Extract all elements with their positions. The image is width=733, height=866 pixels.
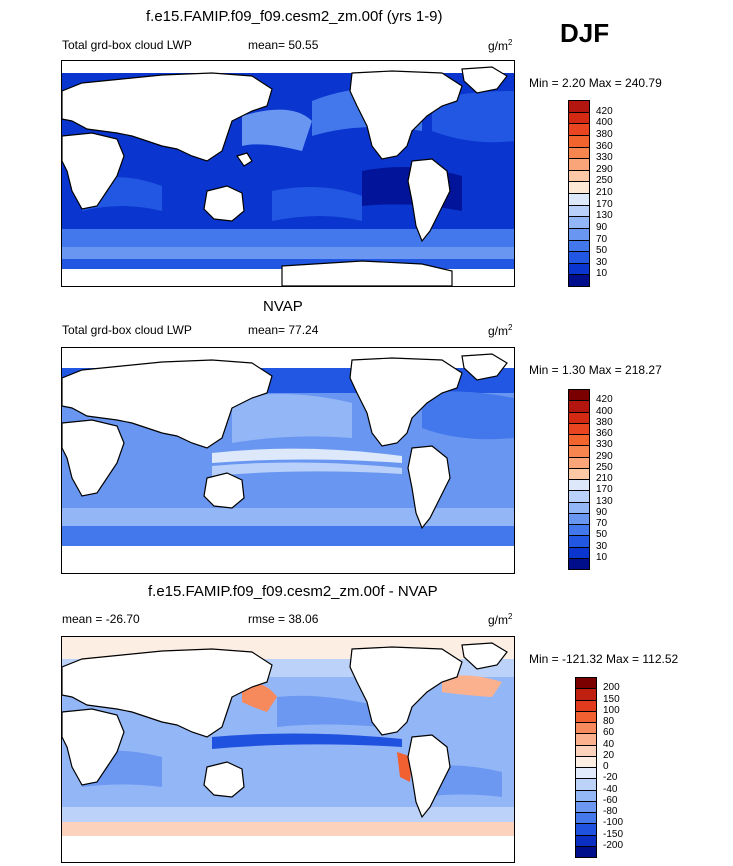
season-label: DJF (560, 18, 610, 48)
panel2-minmax: Min = 1.30 Max = 218.27 (529, 363, 662, 377)
colorbar-tick-label: 90 (596, 506, 608, 518)
colorbar-tick-label: 380 (596, 416, 613, 428)
panel2-title: NVAP (263, 298, 303, 315)
colorbar-tick-label: 400 (596, 117, 613, 129)
colorbar-cell (568, 557, 590, 570)
colorbar-tick-label: 20 (603, 749, 615, 761)
colorbar-tick-label: 130 (596, 210, 613, 222)
colorbar-tick-label: 40 (603, 738, 615, 750)
colorbar-tick-label: 80 (603, 716, 615, 727)
colorbar-tick-label: 70 (596, 233, 608, 245)
panel1-minmax: Min = 2.20 Max = 240.79 (529, 76, 662, 90)
panel1-title: f.e15.FAMIP.f09_f09.cesm2_zm.00f (yrs 1-… (146, 8, 443, 25)
colorbar-tick-label: -200 (603, 839, 624, 851)
panel2-units: g/m2 (488, 323, 513, 338)
panel2-map (61, 347, 515, 574)
colorbar-tick-label: 70 (596, 518, 608, 529)
colorbar-tick-label: 150 (603, 693, 620, 705)
panel1-map (61, 60, 515, 287)
colorbar-tick-label: 380 (596, 128, 613, 140)
colorbar-tick-label: 30 (596, 256, 608, 268)
colorbar-tick-label: 60 (603, 727, 615, 739)
colorbar-tick-label: -60 (603, 794, 618, 806)
colorbar-tick-label: 360 (596, 428, 613, 439)
panel3-map (61, 636, 515, 863)
panel3-colorbar: 200 150 100 80 60 40 20 0 -20 -40 -60 -80 -100 -150 -2… (575, 677, 623, 858)
colorbar-tick-label: -20 (603, 772, 618, 784)
colorbar-tick-label: -80 (603, 806, 618, 817)
colorbar-tick-label: -40 (603, 783, 618, 795)
colorbar-tick-label: 330 (596, 439, 613, 451)
colorbar-tick-label: 210 (596, 473, 613, 484)
colorbar-tick-label: 330 (596, 152, 613, 164)
colorbar-tick-label: 290 (596, 163, 613, 175)
panel3-minmax: Min = -121.32 Max = 112.52 (529, 652, 679, 666)
panel1-units: g/m2 (488, 38, 513, 53)
colorbar-tick-label: 100 (603, 704, 620, 716)
panel2-mean-label: mean= 77.24 (248, 323, 319, 337)
colorbar-tick-label: 420 (596, 105, 613, 117)
colorbar-cell (575, 845, 597, 858)
panel2-left-label: Total grd-box cloud LWP (62, 323, 192, 337)
colorbar-tick-label: 130 (596, 495, 613, 507)
colorbar-tick-label: 170 (596, 198, 613, 210)
colorbar-tick-label: 50 (596, 529, 608, 541)
panel3-title: f.e15.FAMIP.f09_f09.cesm2_zm.00f - NVAP (148, 583, 438, 600)
colorbar-tick-label: 200 (603, 682, 620, 694)
colorbar-cell (568, 274, 590, 287)
colorbar-tick-label: 90 (596, 221, 608, 233)
colorbar-tick-label: 170 (596, 484, 613, 496)
colorbar-tick-label: -150 (603, 828, 624, 840)
colorbar-tick-label: 420 (596, 394, 613, 406)
panel3-mean-label: mean = -26.70 (62, 612, 140, 626)
colorbar-tick-label: 250 (596, 175, 613, 187)
panel3-rmse-label: rmse = 38.06 (248, 612, 319, 626)
colorbar-tick-label: 0 (603, 761, 609, 772)
panel3-units: g/m2 (488, 612, 513, 627)
panel2-colorbar: 420 400 380 360 330 290 250 210 170 130 90 70 50 30 10 (568, 389, 613, 570)
panel1-mean-label: mean= 50.55 (248, 38, 319, 52)
panel1-left-label: Total grd-box cloud LWP (62, 38, 192, 52)
colorbar-tick-label: -100 (603, 817, 624, 829)
colorbar-tick-label: 400 (596, 405, 613, 417)
colorbar-tick-label: 50 (596, 245, 608, 257)
colorbar-tick-label: 250 (596, 461, 613, 473)
panel1-colorbar: 420 400 380 360 330 290 250 210 170 130 90 70 50 30 10 (568, 100, 613, 287)
colorbar-tick-label: 210 (596, 187, 613, 198)
colorbar-tick-label: 30 (596, 540, 608, 552)
colorbar-tick-label: 10 (596, 268, 608, 280)
colorbar-tick-label: 360 (596, 140, 613, 152)
colorbar-tick-label: 10 (596, 551, 608, 563)
colorbar-tick-label: 290 (596, 450, 613, 462)
